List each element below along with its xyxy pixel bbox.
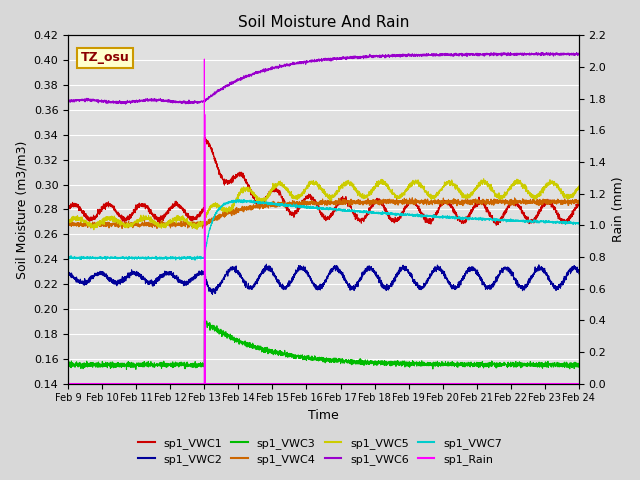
Line: sp1_VWC6: sp1_VWC6 [68,53,579,104]
sp1_VWC3 [64,362,72,368]
sp1_VWC4 [527,200,534,206]
sp1_Rain [64,381,72,386]
sp1_VWC5 [575,183,582,189]
X-axis label: Time: Time [308,409,339,422]
sp1_VWC4 [408,195,416,201]
sp1_VWC4 [207,219,215,225]
sp1_VWC1 [207,144,215,150]
Line: sp1_VWC2: sp1_VWC2 [68,264,579,294]
sp1_VWC6 [373,53,381,59]
sp1_VWC6 [575,50,582,56]
sp1_VWC2 [262,261,270,267]
Title: Soil Moisture And Rain: Soil Moisture And Rain [238,15,409,30]
Y-axis label: Rain (mm): Rain (mm) [612,177,625,242]
Text: TZ_osu: TZ_osu [81,51,130,64]
sp1_VWC6 [573,50,580,56]
sp1_VWC4 [118,226,126,231]
sp1_VWC3 [382,360,390,366]
sp1_VWC1 [373,198,381,204]
sp1_VWC7 [527,218,534,224]
sp1_VWC7 [240,197,248,203]
sp1_Rain [373,381,381,386]
Line: sp1_VWC1: sp1_VWC1 [68,137,579,225]
sp1_VWC3 [174,363,182,369]
sp1_VWC1 [382,208,390,214]
sp1_Rain [382,381,390,386]
Y-axis label: Soil Moisture (m3/m3): Soil Moisture (m3/m3) [15,140,28,278]
sp1_VWC1 [575,201,582,207]
sp1_VWC5 [64,219,72,225]
sp1_VWC6 [174,99,182,105]
sp1_VWC7 [173,255,181,261]
sp1_VWC6 [382,54,390,60]
sp1_VWC3 [123,367,131,372]
Line: sp1_Rain: sp1_Rain [68,59,579,384]
sp1_VWC6 [527,51,534,57]
sp1_VWC2 [373,274,381,279]
Line: sp1_VWC7: sp1_VWC7 [68,200,579,260]
sp1_VWC5 [174,217,182,223]
sp1_VWC4 [382,200,390,206]
sp1_VWC5 [527,191,534,197]
Line: sp1_VWC5: sp1_VWC5 [68,179,579,230]
sp1_VWC7 [64,255,72,261]
sp1_VWC4 [64,222,72,228]
sp1_Rain [207,381,215,386]
sp1_VWC2 [207,288,214,294]
sp1_VWC1 [527,217,534,223]
sp1_VWC1 [64,205,72,211]
sp1_VWC7 [575,220,582,226]
sp1_VWC2 [173,276,181,282]
sp1_VWC3 [373,360,381,366]
sp1_VWC5 [382,181,390,187]
sp1_VWC7 [373,210,381,216]
sp1_VWC4 [373,201,381,206]
sp1_VWC7 [191,257,199,263]
sp1_VWC6 [122,101,129,107]
sp1_VWC6 [575,52,582,58]
sp1_Rain [200,56,208,62]
sp1_VWC4 [575,199,582,204]
sp1_VWC3 [201,315,209,321]
sp1_VWC2 [64,272,72,277]
sp1_VWC5 [373,179,381,184]
sp1_VWC2 [575,271,582,276]
sp1_VWC1 [173,203,181,208]
sp1_VWC7 [382,210,390,216]
sp1_VWC3 [527,360,534,366]
sp1_VWC3 [575,362,582,368]
sp1_VWC2 [209,291,216,297]
sp1_VWC4 [174,222,182,228]
sp1_VWC2 [575,266,582,272]
sp1_VWC2 [382,287,390,292]
sp1_Rain [575,381,582,386]
sp1_Rain [527,381,534,386]
sp1_VWC7 [575,221,582,227]
Line: sp1_VWC4: sp1_VWC4 [68,198,579,228]
sp1_VWC1 [202,134,209,140]
Line: sp1_VWC3: sp1_VWC3 [68,318,579,370]
sp1_VWC5 [480,176,488,181]
Legend: sp1_VWC1, sp1_VWC2, sp1_VWC3, sp1_VWC4, sp1_VWC5, sp1_VWC6, sp1_VWC7, sp1_Rain: sp1_VWC1, sp1_VWC2, sp1_VWC3, sp1_VWC4, … [133,433,507,469]
sp1_VWC6 [207,93,215,98]
sp1_VWC1 [492,222,500,228]
sp1_VWC3 [575,360,582,366]
sp1_VWC4 [575,199,582,204]
sp1_VWC2 [527,275,534,281]
sp1_VWC3 [207,325,215,331]
sp1_VWC5 [575,186,582,192]
sp1_Rain [173,381,181,386]
sp1_VWC7 [207,222,215,228]
sp1_VWC5 [90,227,98,233]
sp1_VWC1 [575,200,582,206]
sp1_Rain [575,381,582,386]
sp1_VWC6 [64,98,72,104]
sp1_VWC5 [207,204,215,210]
